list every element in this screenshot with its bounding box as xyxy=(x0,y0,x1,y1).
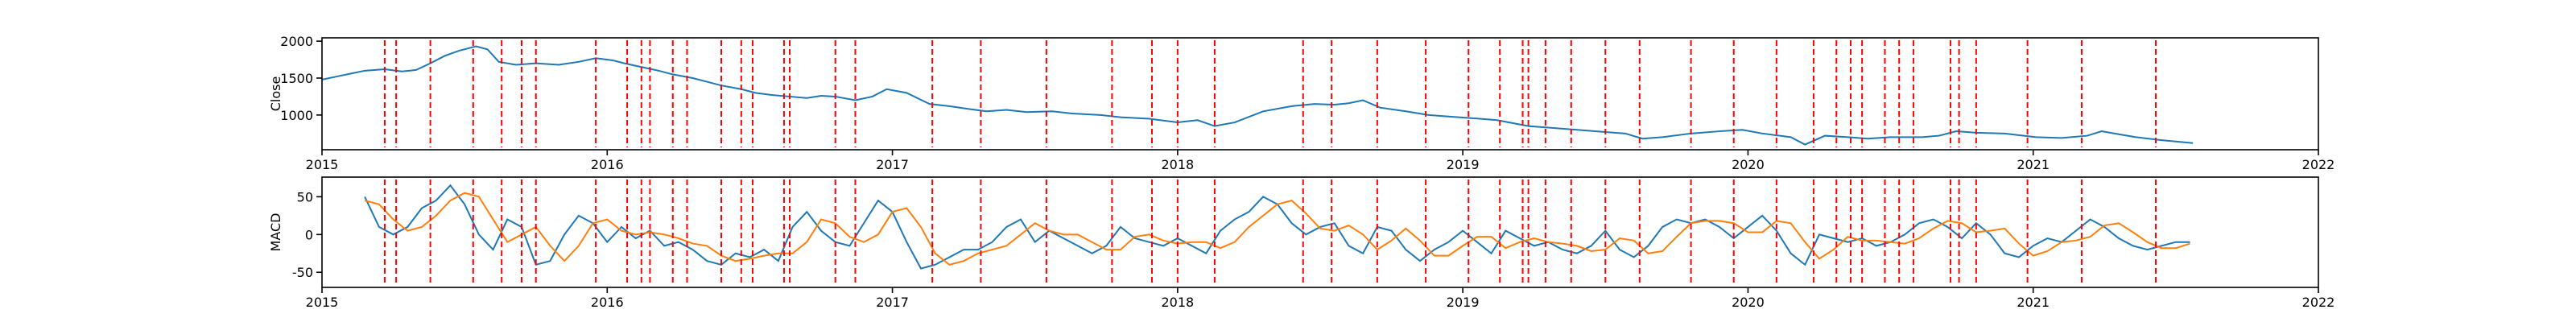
x-tick-label: 2021 xyxy=(2017,157,2050,172)
y-tick-label: 0 xyxy=(305,227,313,242)
x-tick-label: 2022 xyxy=(2302,157,2335,172)
x-tick-label: 2018 xyxy=(1161,295,1194,310)
x-tick-label: 2017 xyxy=(876,157,909,172)
axes-frame xyxy=(321,37,2319,151)
x-tick-label: 2019 xyxy=(1447,157,1480,172)
subplot: 2015 2016 2017 2018 2019 2020 2021 2022 1000 1500… xyxy=(268,34,2334,172)
y-tick-label: 50 xyxy=(297,189,313,204)
series-line xyxy=(364,192,2190,266)
x-tick-label: 2021 xyxy=(2017,295,2050,310)
y-tick-label: -50 xyxy=(292,265,313,280)
x-tick-label: 2019 xyxy=(1447,295,1480,310)
x-tick-label: 2022 xyxy=(2302,295,2335,310)
y-tick-label: 2000 xyxy=(280,34,313,49)
x-tick-label: 2018 xyxy=(1161,157,1194,172)
y-tick-label: 1500 xyxy=(280,71,313,86)
series-line xyxy=(364,184,2190,270)
x-tick-label: 2020 xyxy=(1732,295,1765,310)
axes-frame xyxy=(321,176,2319,288)
y-axis-label: Close xyxy=(268,76,283,112)
series-line xyxy=(321,45,2194,146)
x-tick-label: 2016 xyxy=(591,157,624,172)
x-tick-label: 2017 xyxy=(876,295,909,310)
y-axis-label: MACD xyxy=(268,213,283,252)
subplot: 2015 2016 2017 2018 2019 2020 2021 2022 -50 0 50 MA… xyxy=(268,176,2335,310)
y-tick-label: 1000 xyxy=(280,108,313,123)
x-tick-label: 2020 xyxy=(1732,157,1765,172)
x-tick-label: 2016 xyxy=(591,295,624,310)
x-tick-label: 2015 xyxy=(306,295,339,310)
x-tick-label: 2015 xyxy=(306,157,339,172)
